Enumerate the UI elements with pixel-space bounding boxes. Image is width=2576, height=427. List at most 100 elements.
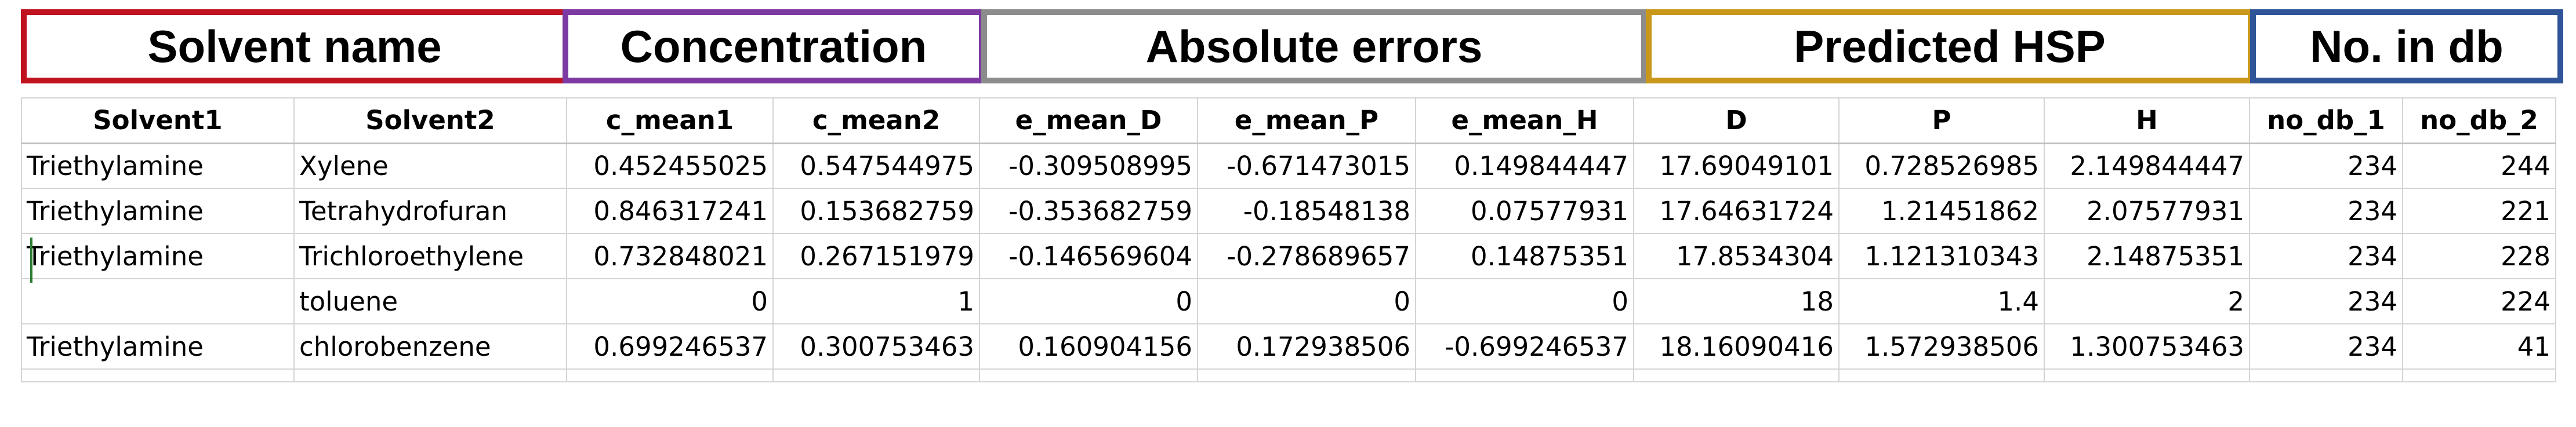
cell-e-mean-d[interactable]: 0.160904156 [979, 323, 1198, 370]
column-header-no-db-2[interactable]: no_db_2 [2402, 97, 2556, 144]
group-header-label: Concentration [620, 20, 927, 72]
cell-no-db-1[interactable]: 234 [2249, 278, 2403, 324]
table-row: Triethylamine Tetrahydrofuran 0.84631724… [21, 188, 2556, 234]
cell-e-mean-h[interactable]: 0.149844447 [1415, 143, 1634, 189]
cell-solvent2[interactable]: Trichloroethylene [293, 233, 567, 279]
empty-cell[interactable] [21, 368, 295, 382]
cell-c-mean2[interactable]: 1 [772, 278, 980, 324]
cell-solvent2[interactable]: Tetrahydrofuran [293, 188, 567, 234]
cell-h[interactable]: 2.07577931 [2044, 188, 2250, 234]
empty-cell[interactable] [1197, 368, 1416, 382]
cell-solvent1[interactable] [21, 278, 295, 324]
group-header-absolute-errors: Absolute errors [981, 9, 1647, 83]
cell-e-mean-p[interactable]: -0.18548138 [1197, 188, 1416, 234]
column-header-d[interactable]: D [1633, 97, 1840, 144]
cell-c-mean2[interactable]: 0.300753463 [772, 323, 980, 370]
cell-e-mean-d[interactable]: -0.353682759 [979, 188, 1198, 234]
empty-cell[interactable] [772, 368, 980, 382]
column-header-p[interactable]: P [1838, 97, 2045, 144]
cell-e-mean-p[interactable]: -0.671473015 [1197, 143, 1416, 189]
cell-e-mean-h[interactable]: -0.699246537 [1415, 323, 1634, 370]
column-header-solvent2[interactable]: Solvent2 [293, 97, 567, 144]
group-header-concentration: Concentration [563, 9, 985, 83]
cell-no-db-2[interactable]: 224 [2402, 278, 2556, 324]
cell-d[interactable]: 18.16090416 [1633, 323, 1840, 370]
group-header-label: Absolute errors [1145, 20, 1483, 72]
cell-no-db-1[interactable]: 234 [2249, 188, 2403, 234]
spreadsheet-table: Solvent1 Solvent2 c_mean1 c_mean2 e_mean… [21, 97, 2556, 382]
cell-e-mean-d[interactable]: 0 [979, 278, 1198, 324]
cell-p[interactable]: 1.121310343 [1838, 233, 2045, 279]
column-header-e-mean-d[interactable]: e_mean_D [979, 97, 1198, 144]
column-header-solvent1[interactable]: Solvent1 [21, 97, 295, 144]
empty-cell[interactable] [2044, 368, 2250, 382]
empty-cell[interactable] [1633, 368, 1840, 382]
group-header-label: Solvent name [147, 20, 442, 72]
group-header-label: No. in db [2310, 20, 2504, 72]
cell-p[interactable]: 1.4 [1838, 278, 2045, 324]
cell-e-mean-h[interactable]: 0.07577931 [1415, 188, 1634, 234]
group-header-solvent-name: Solvent name [21, 9, 568, 83]
cell-e-mean-p[interactable]: -0.278689657 [1197, 233, 1416, 279]
empty-cell[interactable] [566, 368, 774, 382]
header-row: Solvent1 Solvent2 c_mean1 c_mean2 e_mean… [21, 97, 2556, 144]
cell-h[interactable]: 2 [2044, 278, 2250, 324]
cell-no-db-1[interactable]: 234 [2249, 143, 2403, 189]
cell-d[interactable]: 17.69049101 [1633, 143, 1840, 189]
empty-cell[interactable] [2249, 368, 2403, 382]
cell-solvent1[interactable]: Triethylamine [21, 143, 295, 189]
cell-no-db-2[interactable]: 244 [2402, 143, 2556, 189]
cell-h[interactable]: 2.14875351 [2044, 233, 2250, 279]
cell-e-mean-d[interactable]: -0.309508995 [979, 143, 1198, 189]
cell-h[interactable]: 1.300753463 [2044, 323, 2250, 370]
cell-c-mean2[interactable]: 0.267151979 [772, 233, 980, 279]
cell-p[interactable]: 1.21451862 [1838, 188, 2045, 234]
column-header-h[interactable]: H [2044, 97, 2250, 144]
cell-d[interactable]: 18 [1633, 278, 1840, 324]
column-header-c-mean2[interactable]: c_mean2 [772, 97, 980, 144]
cell-e-mean-d[interactable]: -0.146569604 [979, 233, 1198, 279]
cell-p[interactable]: 1.572938506 [1838, 323, 2045, 370]
table-row: Triethylamine Xylene 0.452455025 0.54754… [21, 143, 2556, 189]
cell-no-db-1[interactable]: 234 [2249, 323, 2403, 370]
table-row: Triethylamine chlorobenzene 0.699246537 … [21, 323, 2556, 370]
cell-c-mean1[interactable]: 0.452455025 [566, 143, 774, 189]
cell-e-mean-h[interactable]: 0 [1415, 278, 1634, 324]
cell-solvent2[interactable]: toluene [293, 278, 567, 324]
cell-e-mean-p[interactable]: 0.172938506 [1197, 323, 1416, 370]
empty-cell[interactable] [1415, 368, 1634, 382]
cell-d[interactable]: 17.8534304 [1633, 233, 1840, 279]
column-header-e-mean-p[interactable]: e_mean_P [1197, 97, 1416, 144]
cell-c-mean1[interactable]: 0.846317241 [566, 188, 774, 234]
cell-solvent1[interactable]: Triethylamine [21, 188, 295, 234]
cell-no-db-2[interactable]: 221 [2402, 188, 2556, 234]
cell-solvent2[interactable]: chlorobenzene [293, 323, 567, 370]
cell-p[interactable]: 0.728526985 [1838, 143, 2045, 189]
cell-c-mean1[interactable]: 0.732848021 [566, 233, 774, 279]
cell-no-db-1[interactable]: 234 [2249, 233, 2403, 279]
cell-solvent1[interactable]: Triethylamine [21, 323, 295, 370]
cell-c-mean1[interactable]: 0.699246537 [566, 323, 774, 370]
cell-c-mean2[interactable]: 0.547544975 [772, 143, 980, 189]
cell-e-mean-p[interactable]: 0 [1197, 278, 1416, 324]
empty-cell[interactable] [979, 368, 1198, 382]
column-header-no-db-1[interactable]: no_db_1 [2249, 97, 2403, 144]
cell-no-db-2[interactable]: 41 [2402, 323, 2556, 370]
cell-solvent2[interactable]: Xylene [293, 143, 567, 189]
group-header-predicted-hsp: Predicted HSP [1646, 9, 2254, 83]
empty-cell[interactable] [2402, 368, 2556, 382]
cell-h[interactable]: 2.149844447 [2044, 143, 2250, 189]
empty-cell[interactable] [293, 368, 567, 382]
cell-e-mean-h[interactable]: 0.14875351 [1415, 233, 1634, 279]
table-row: Triethylamine Trichloroethylene 0.732848… [21, 233, 2556, 279]
cell-d[interactable]: 17.64631724 [1633, 188, 1840, 234]
table-row: toluene 0 1 0 0 0 18 1.4 2 234 224 [21, 278, 2556, 324]
column-header-c-mean1[interactable]: c_mean1 [566, 97, 774, 144]
cell-no-db-2[interactable]: 228 [2402, 233, 2556, 279]
cell-c-mean1[interactable]: 0 [566, 278, 774, 324]
empty-cell[interactable] [1838, 368, 2045, 382]
column-header-e-mean-h[interactable]: e_mean_H [1415, 97, 1634, 144]
cell-solvent1[interactable]: Triethylamine [21, 233, 295, 279]
group-header-label: Predicted HSP [1794, 20, 2106, 72]
cell-c-mean2[interactable]: 0.153682759 [772, 188, 980, 234]
